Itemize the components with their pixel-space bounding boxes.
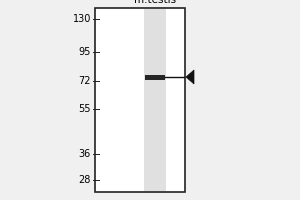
Bar — [95, 8, 185, 192]
Text: 130: 130 — [73, 14, 91, 24]
Text: 95: 95 — [79, 47, 91, 57]
Text: m.testis: m.testis — [134, 0, 176, 5]
Bar — [144, 9, 166, 191]
Polygon shape — [186, 70, 194, 84]
Text: 55: 55 — [79, 104, 91, 114]
Text: 72: 72 — [79, 76, 91, 86]
Text: 36: 36 — [79, 149, 91, 159]
Text: 28: 28 — [79, 175, 91, 185]
Bar — [145, 75, 165, 80]
